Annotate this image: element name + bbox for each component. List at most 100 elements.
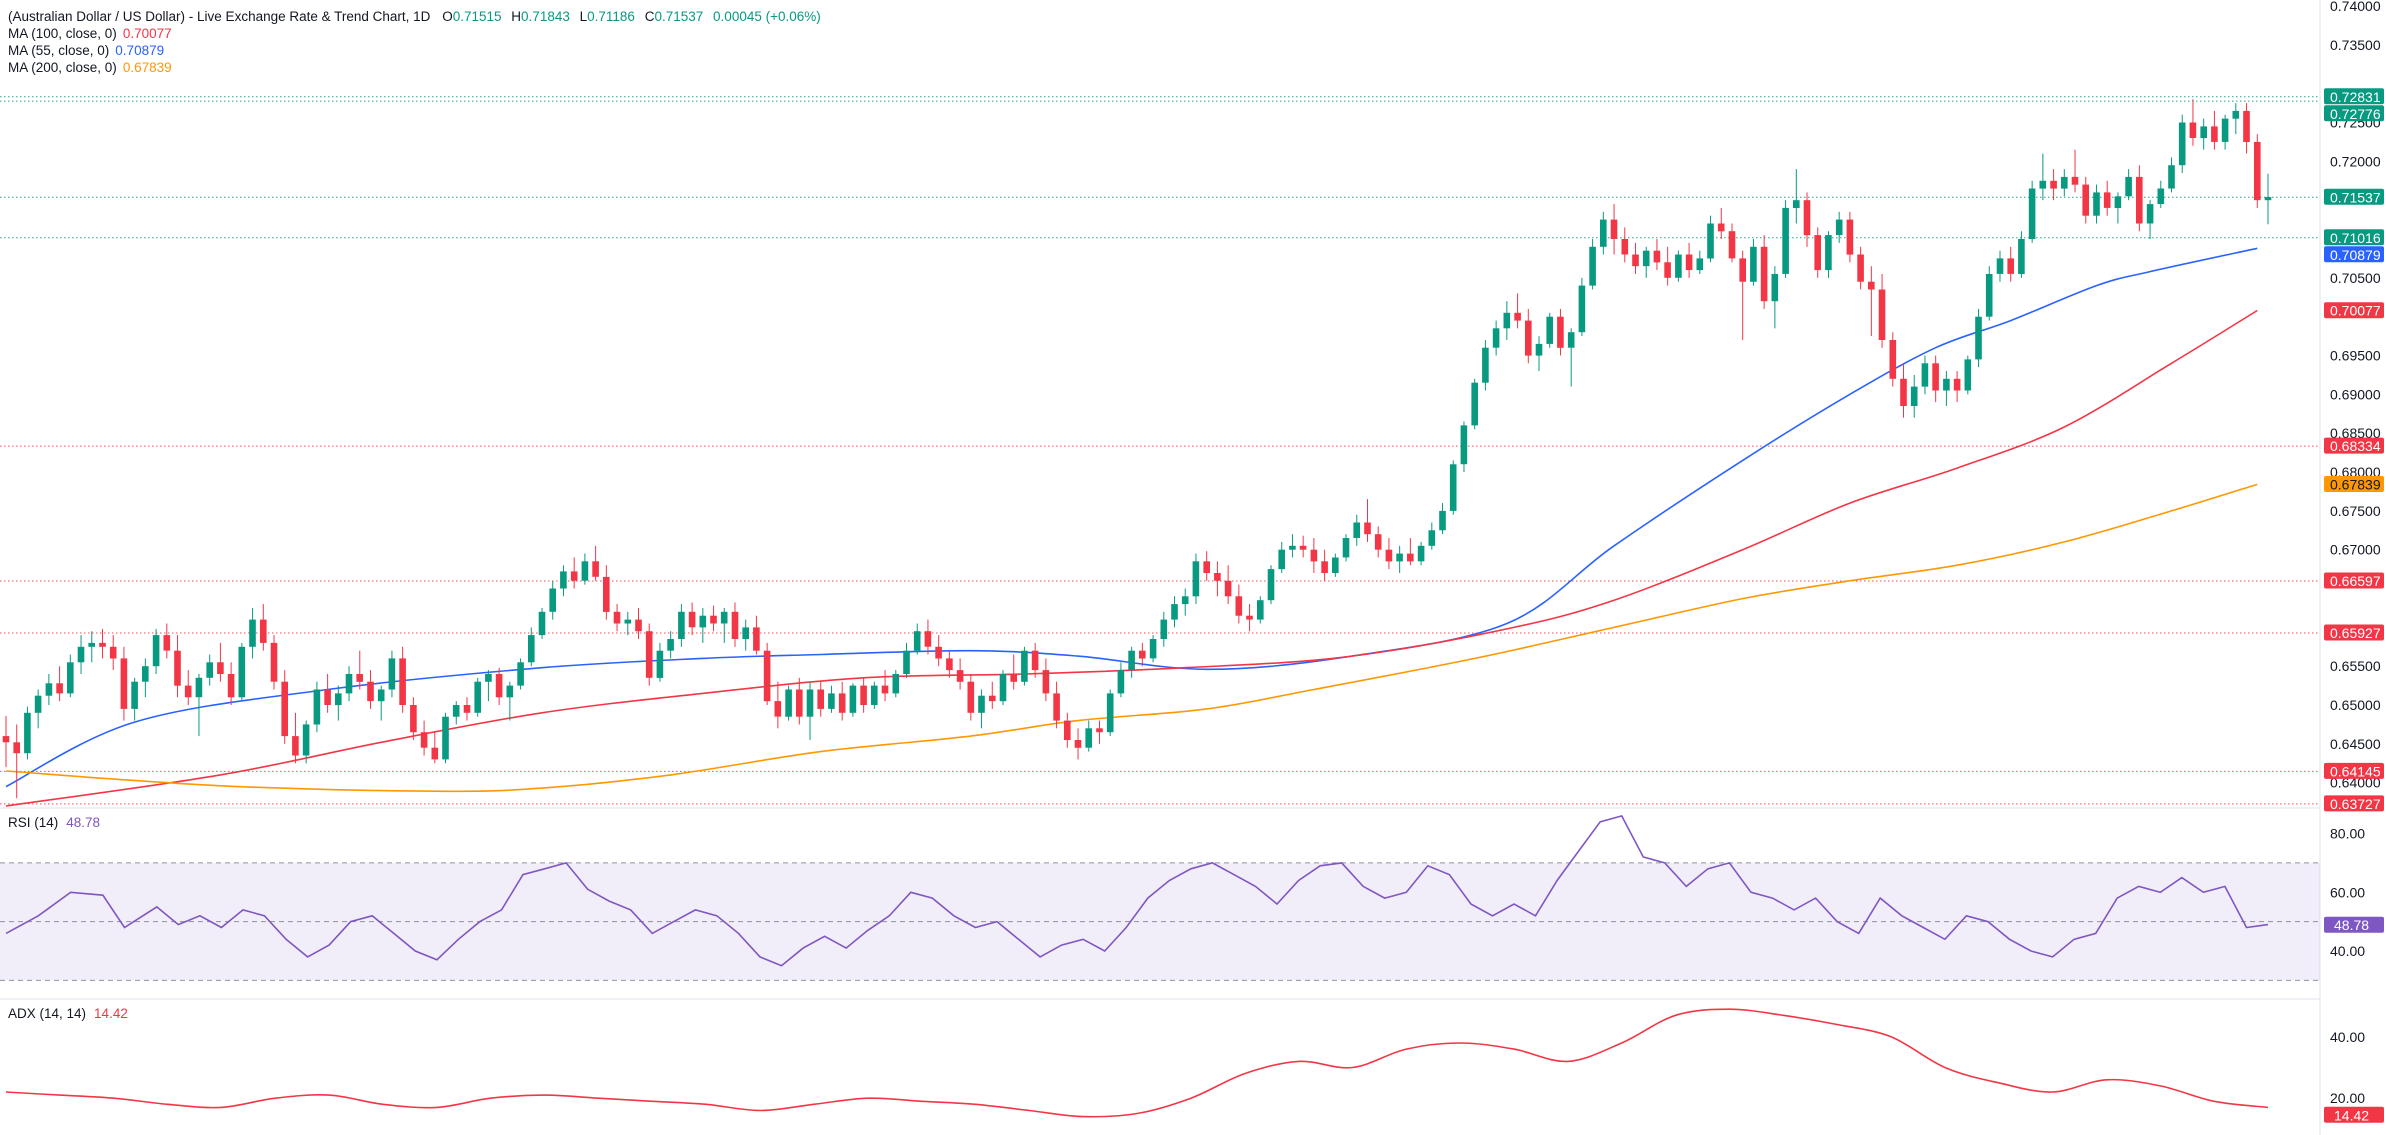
candles <box>2 99 2272 799</box>
candle-body <box>24 712 31 754</box>
rsi-tick-label: 60.00 <box>2330 884 2365 900</box>
price-tag: 0.70077 <box>2324 302 2384 319</box>
candle <box>1449 460 1457 515</box>
candle <box>452 701 460 725</box>
candle <box>892 670 900 698</box>
candle <box>227 662 235 706</box>
price-tag-bg <box>2324 572 2384 589</box>
candle <box>549 580 556 620</box>
candle-body <box>1449 464 1457 511</box>
price-tag: 0.64145 <box>2324 762 2384 779</box>
candle <box>1053 681 1060 729</box>
candle-body <box>174 650 181 686</box>
candle <box>174 635 181 698</box>
candle <box>195 673 203 737</box>
price-tag-label: 0.67839 <box>2330 477 2381 493</box>
candle <box>1257 596 1264 624</box>
candle <box>142 658 149 698</box>
candle <box>1900 363 1907 418</box>
candle-body <box>742 627 749 640</box>
candle <box>1589 239 1596 290</box>
candle-body <box>581 561 589 581</box>
ma100-legend[interactable]: MA (100, close, 0) 0.70077 <box>8 26 172 41</box>
candle <box>1374 526 1382 558</box>
candle <box>838 681 846 721</box>
candle-body <box>302 724 310 756</box>
candle-body <box>1653 250 1661 263</box>
candle <box>924 619 932 655</box>
rsi-legend[interactable]: RSI (14) 48.78 <box>8 815 100 830</box>
price-tag-bg <box>2324 229 2384 246</box>
candle-body <box>2168 165 2175 189</box>
candle <box>163 623 171 659</box>
candle <box>388 650 396 698</box>
price-tag-label: 0.63727 <box>2330 796 2381 812</box>
candle-body <box>2114 196 2122 208</box>
candle-body <box>34 695 42 713</box>
candle-body <box>1128 650 1135 671</box>
price-tag: 0.71016 <box>2324 229 2384 246</box>
price-tag: 0.63727 <box>2324 795 2384 812</box>
candle <box>517 658 524 690</box>
candle <box>2 715 10 768</box>
ma200-legend[interactable]: MA (200, close, 0) 0.67839 <box>8 60 172 75</box>
price-tag-label: 0.71537 <box>2330 189 2381 205</box>
price-tick-label: 0.68500 <box>2330 425 2381 441</box>
adx-pane <box>5 1008 2269 1118</box>
candle <box>913 623 921 655</box>
candle <box>345 666 353 702</box>
candle <box>1632 242 1639 274</box>
candle <box>1117 662 1125 698</box>
candle-body <box>1503 312 1511 329</box>
candle-body <box>1021 650 1028 682</box>
candle <box>1793 169 1800 224</box>
candle <box>302 720 310 764</box>
candle <box>699 607 707 643</box>
price-axis[interactable]: 0.740000.735000.725000.720000.705000.695… <box>2330 0 2381 1106</box>
candle <box>1192 553 1200 605</box>
candle <box>774 681 782 729</box>
candle-body <box>667 639 674 651</box>
candle <box>260 604 267 651</box>
candle-body <box>2211 126 2218 142</box>
candle <box>581 553 589 585</box>
candle <box>474 677 481 717</box>
candle-body <box>2232 110 2240 119</box>
adx-legend[interactable]: ADX (14, 14) 14.42 <box>8 1006 128 1021</box>
candle-body <box>1235 596 1243 616</box>
ohlc-change: 0.00045 (+0.06%) <box>713 9 821 24</box>
price-tag-bg <box>2324 302 2384 319</box>
candle <box>1578 277 1586 337</box>
adx-legend-value: 14.42 <box>94 1006 128 1021</box>
price-tick-label: 0.64500 <box>2330 736 2381 752</box>
candle <box>763 642 771 706</box>
candle-body <box>1278 549 1285 570</box>
rsi-legend-label: RSI (14) <box>8 815 58 830</box>
candle <box>2136 165 2143 232</box>
candle-body <box>2093 192 2100 216</box>
candle <box>2189 99 2197 146</box>
candle-body <box>345 674 353 694</box>
candle-body <box>1224 580 1232 597</box>
candle-body <box>528 635 535 663</box>
candle-body <box>281 681 288 737</box>
ma55-legend[interactable]: MA (55, close, 0) 0.70879 <box>8 43 164 58</box>
candle-body <box>1139 650 1146 659</box>
candle <box>1964 355 1972 395</box>
candle-body <box>2264 197 2272 201</box>
ma55-legend-value: 0.70879 <box>115 43 164 58</box>
candle-body <box>1964 359 1972 391</box>
candle-body <box>1267 569 1275 601</box>
candle-body <box>410 705 417 733</box>
candle <box>2243 103 2250 154</box>
candle <box>249 607 256 659</box>
candle-body <box>688 611 696 628</box>
price-tick-label: 0.67500 <box>2330 503 2381 519</box>
price-tag-bg <box>2324 188 2384 205</box>
candle <box>560 565 567 597</box>
candle <box>1868 266 1875 337</box>
candle <box>206 654 213 686</box>
adx-current-tag-label: 14.42 <box>2334 1107 2369 1123</box>
pane-backgrounds <box>0 0 2321 1135</box>
